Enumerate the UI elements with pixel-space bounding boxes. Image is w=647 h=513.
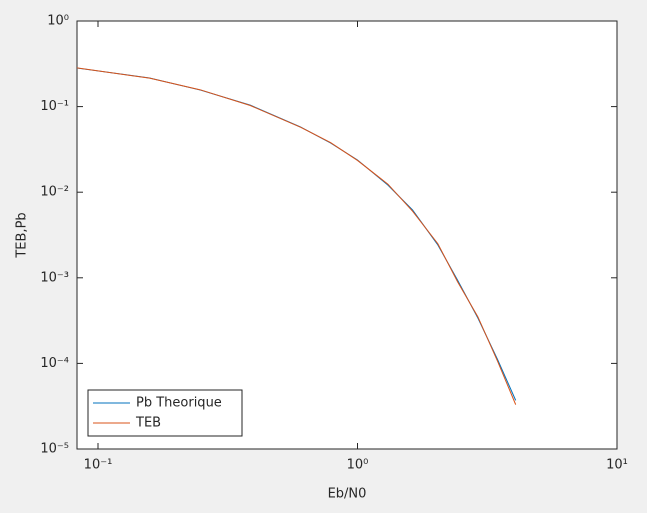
y-tick-label: 10⁻³ (40, 270, 69, 285)
y-tick-label: 10⁰ (47, 14, 69, 29)
x-axis-label: Eb/N0 (328, 487, 367, 502)
legend-box (87, 389, 243, 437)
legend: Pb Theorique TEB (87, 389, 243, 437)
y-tick-label: 10⁻⁵ (40, 442, 69, 457)
plot-area (76, 20, 618, 450)
y-tick-label: 10⁻¹ (40, 99, 69, 114)
y-tick-label: 10⁻² (40, 185, 69, 200)
y-tick-label: 10⁻⁴ (40, 356, 69, 371)
legend-label: TEB (135, 416, 161, 431)
y-axis-label: TEB,Pb (15, 212, 30, 258)
x-tick-label: 10⁻¹ (84, 458, 113, 473)
series-line (76, 67, 517, 405)
x-tick-label: 10¹ (606, 458, 628, 473)
x-tick-label: 10⁰ (347, 458, 369, 473)
legend-label: Pb Theorique (136, 396, 222, 411)
